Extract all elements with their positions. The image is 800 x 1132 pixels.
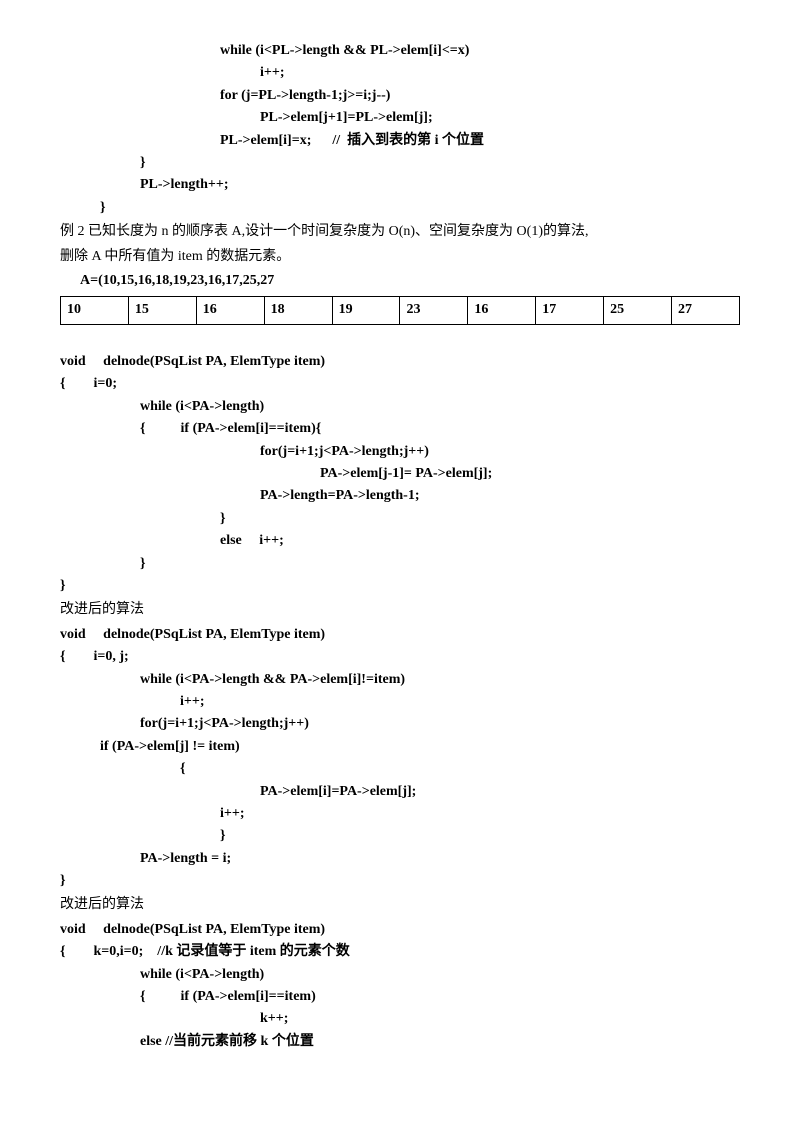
table-cell: 25 [604, 297, 672, 324]
table-cell: 17 [536, 297, 604, 324]
code-block-1: while (i<PL->length && PL->elem[i]<=x) i… [60, 40, 740, 219]
code-line: } [60, 197, 740, 219]
code-line: PA->elem[j-1]= PA->elem[j]; [60, 463, 740, 485]
code-line: { if (PA->elem[i]==item){ [60, 418, 740, 440]
array-label: A=(10,15,16,18,19,23,16,17,25,27 [60, 270, 740, 292]
code-line: i++; [60, 803, 740, 825]
code-block-3: void delnode(PSqList PA, ElemType item) … [60, 624, 740, 893]
code-block-2: void delnode(PSqList PA, ElemType item) … [60, 351, 740, 597]
code-line: i++; [60, 62, 740, 84]
code-line: { i=0, j; [60, 646, 740, 668]
code-line: void delnode(PSqList PA, ElemType item) [60, 919, 740, 941]
code-line: for (j=PL->length-1;j>=i;j--) [60, 85, 740, 107]
code-line: while (i<PA->length) [60, 396, 740, 418]
code-line: PL->elem[j+1]=PL->elem[j]; [60, 107, 740, 129]
code-line: { [60, 758, 740, 780]
code-line: } [60, 870, 740, 892]
table-cell: 19 [332, 297, 400, 324]
code-line: k++; [60, 1008, 740, 1030]
code-line: } [60, 508, 740, 530]
code-line: PL->elem[i]=x; // 插入到表的第 i 个位置 [60, 130, 740, 152]
code-line: else i++; [60, 530, 740, 552]
code-line: } [60, 575, 740, 597]
code-line: while (i<PA->length) [60, 964, 740, 986]
table-cell: 18 [264, 297, 332, 324]
table-cell: 23 [400, 297, 468, 324]
code-line: void delnode(PSqList PA, ElemType item) [60, 351, 740, 373]
code-line: while (i<PL->length && PL->elem[i]<=x) [60, 40, 740, 62]
improved-label-2: 改进后的算法 [60, 894, 740, 916]
code-line: void delnode(PSqList PA, ElemType item) [60, 624, 740, 646]
code-line: PA->elem[i]=PA->elem[j]; [60, 781, 740, 803]
code-line: { if (PA->elem[i]==item) [60, 986, 740, 1008]
table-cell: 10 [61, 297, 129, 324]
code-line: } [60, 825, 740, 847]
code-block-4: void delnode(PSqList PA, ElemType item) … [60, 919, 740, 1053]
table-cell: 15 [128, 297, 196, 324]
code-line: for(j=i+1;j<PA->length;j++) [60, 441, 740, 463]
improved-label-1: 改进后的算法 [60, 599, 740, 621]
code-line: while (i<PA->length && PA->elem[i]!=item… [60, 669, 740, 691]
code-line: { i=0; [60, 373, 740, 395]
code-line: PA->length=PA->length-1; [60, 485, 740, 507]
code-line: { k=0,i=0; //k 记录值等于 item 的元素个数 [60, 941, 740, 963]
code-line: else //当前元素前移 k 个位置 [60, 1031, 740, 1053]
table-cell: 27 [672, 297, 740, 324]
code-line: i++; [60, 691, 740, 713]
code-line: for(j=i+1;j<PA->length;j++) [60, 713, 740, 735]
array-table: 10 15 16 18 19 23 16 17 25 27 [60, 296, 740, 324]
table-cell: 16 [468, 297, 536, 324]
code-line: } [60, 152, 740, 174]
example-2-title-2: 删除 A 中所有值为 item 的数据元素。 [60, 246, 740, 268]
table-row: 10 15 16 18 19 23 16 17 25 27 [61, 297, 740, 324]
code-line: } [60, 553, 740, 575]
table-cell: 16 [196, 297, 264, 324]
code-line: PA->length = i; [60, 848, 740, 870]
code-line: if (PA->elem[j] != item) [60, 736, 740, 758]
code-line: PL->length++; [60, 174, 740, 196]
example-2-title: 例 2 已知长度为 n 的顺序表 A,设计一个时间复杂度为 O(n)、空间复杂度… [60, 221, 740, 243]
